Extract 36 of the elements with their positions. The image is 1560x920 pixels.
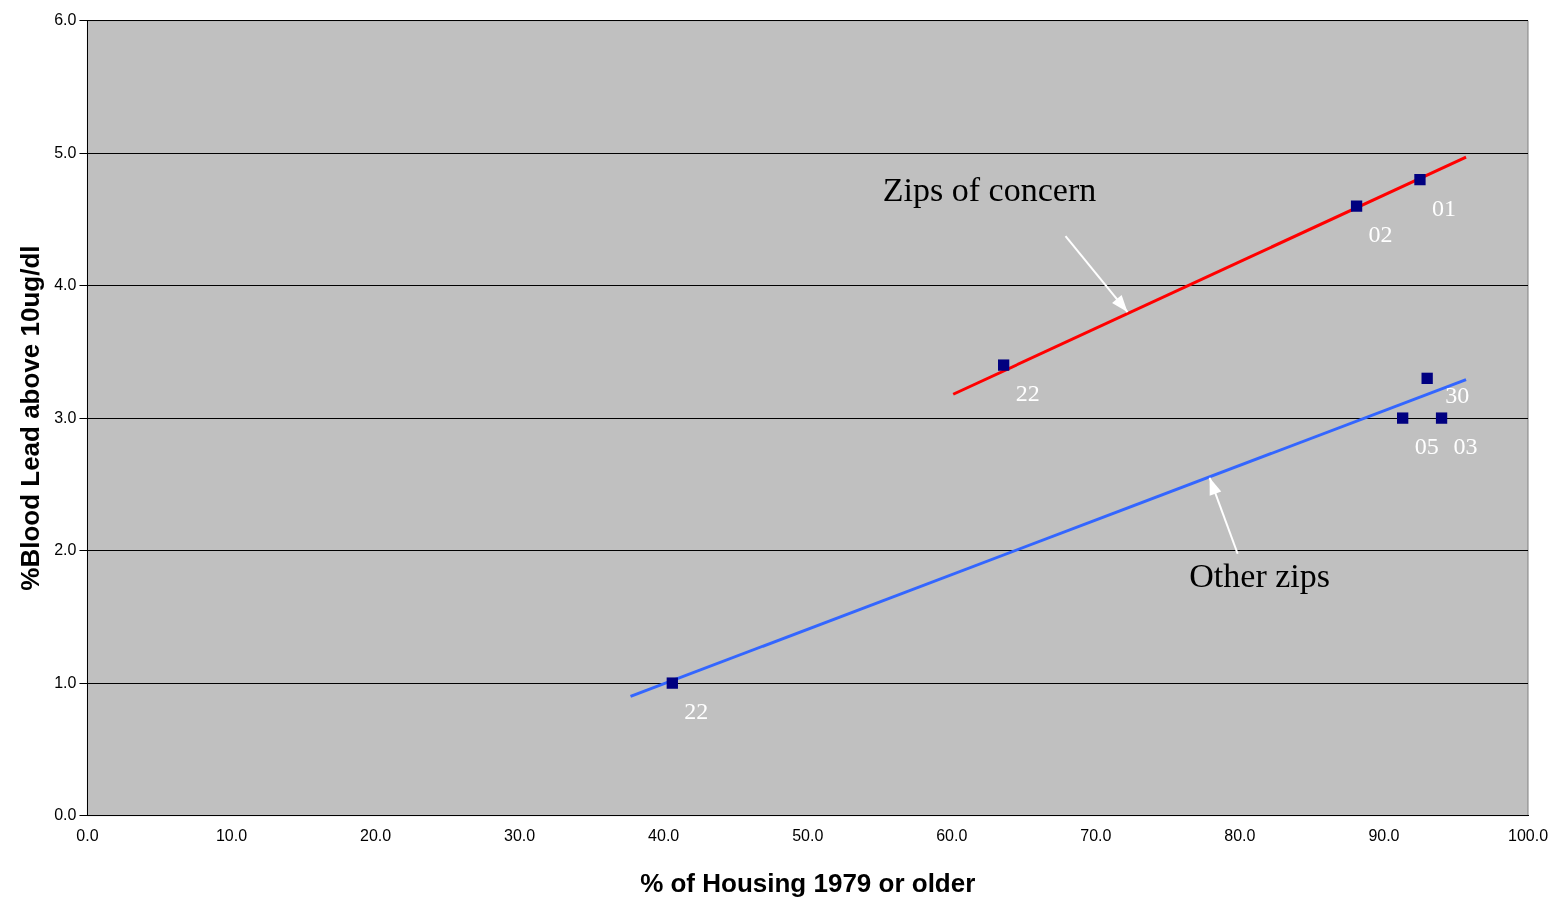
annotation: 22	[1015, 380, 1040, 407]
annotation: Other zips	[1189, 556, 1330, 594]
annotation: 05	[1414, 433, 1439, 460]
y-tick-label: 3.0	[54, 408, 77, 426]
annotation: Zips of concern	[882, 171, 1097, 209]
point	[997, 359, 1010, 371]
y-tick-label: 6.0	[54, 11, 77, 29]
point	[1414, 173, 1426, 186]
point	[1350, 200, 1363, 212]
point	[666, 677, 678, 689]
x-tick-label: 100.0	[1507, 826, 1549, 844]
x-tick-label: 40.0	[648, 826, 680, 844]
y-tick-label: 1.0	[54, 673, 77, 691]
annotation: 03	[1453, 433, 1478, 460]
x-tick-label: 0.0	[76, 826, 99, 844]
annotation: 22	[684, 698, 709, 725]
annotation: 01	[1431, 194, 1456, 221]
y-tick-label: 5.0	[54, 143, 77, 161]
annotation: 02	[1368, 221, 1393, 248]
y-tick-label: 2.0	[54, 541, 77, 559]
x-tick-label: 10.0	[215, 826, 248, 844]
point	[1435, 412, 1448, 424]
point	[1397, 412, 1409, 424]
x-tick-label: 80.0	[1224, 826, 1256, 844]
x-tick-label: 90.0	[1368, 826, 1400, 844]
x-tick-label: 60.0	[936, 826, 968, 844]
point	[1421, 372, 1433, 385]
x-tick-label: 50.0	[792, 826, 824, 844]
x-tick-label: 20.0	[359, 826, 392, 844]
x-tick-label: 30.0	[504, 826, 536, 844]
y-tick-label: 4.0	[54, 276, 77, 294]
x-tick-label: 70.0	[1080, 826, 1112, 844]
y-tick-label: 0.0	[54, 806, 77, 824]
annotation: 30	[1445, 381, 1470, 408]
y-axis-title: %Blood Lead above 10ug/dl	[14, 245, 45, 591]
x-axis-title: % of Housing 1979 or older	[640, 867, 976, 898]
